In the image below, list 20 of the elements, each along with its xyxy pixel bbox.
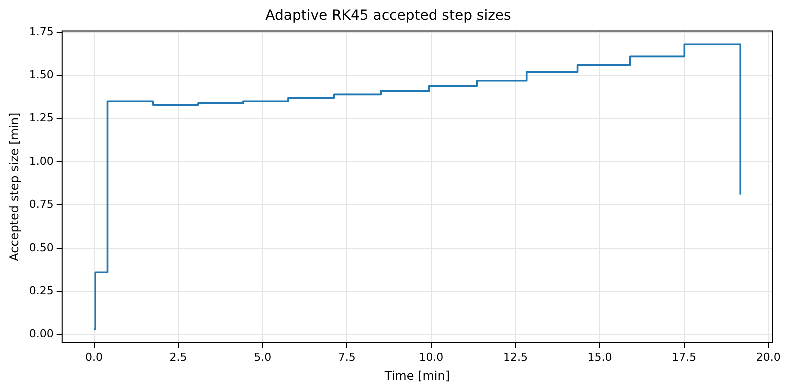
y-tick-label: 1.75 <box>29 25 54 38</box>
y-tick-label: 0.25 <box>29 284 54 298</box>
y-tick-label: 0.75 <box>29 198 54 212</box>
x-tick-label: 15.0 <box>588 350 612 364</box>
x-tick-label: 10.0 <box>419 350 444 364</box>
y-tick-label: 1.50 <box>29 68 54 82</box>
chart-title: Adaptive RK45 accepted step sizes <box>266 8 512 24</box>
x-tick-label: 7.5 <box>338 350 356 364</box>
y-tick-label: 1.25 <box>29 112 54 125</box>
x-tick-label: 5.0 <box>254 350 272 364</box>
y-tick-label: 1.00 <box>29 154 54 168</box>
y-tick-label: 0.00 <box>29 328 54 341</box>
y-tick-label: 0.50 <box>29 241 54 254</box>
x-tick-label: 17.5 <box>672 350 697 364</box>
x-tick-label: 0.0 <box>86 350 104 364</box>
x-tick-label: 20.0 <box>756 350 781 364</box>
y-axis-title: Accepted step size [min] <box>7 112 22 262</box>
x-tick-label: 2.5 <box>170 350 188 364</box>
x-tick-label: 12.5 <box>503 350 528 364</box>
x-axis-title: Time [min] <box>384 368 450 383</box>
